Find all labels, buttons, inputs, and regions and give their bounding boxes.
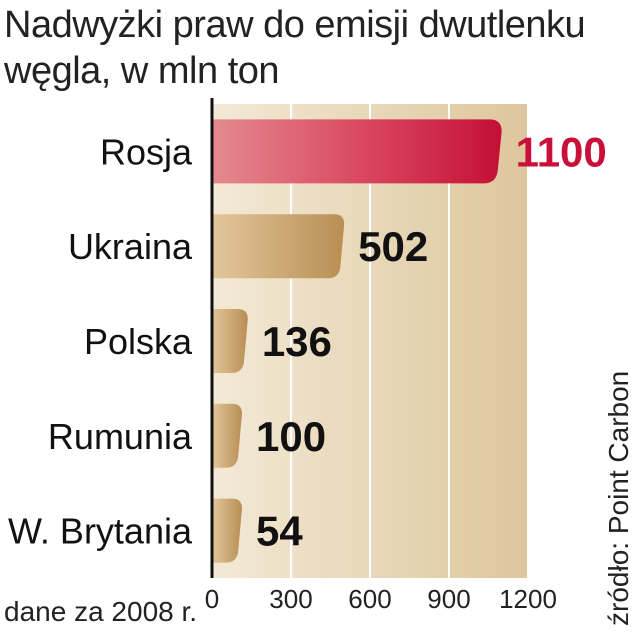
- x-tick-label: 300: [269, 584, 312, 614]
- x-tick-label: 0: [205, 584, 219, 614]
- bar-w-brytania: [212, 498, 242, 563]
- category-label: Ukraina: [68, 226, 193, 267]
- value-label: 136: [262, 318, 332, 365]
- bar-polska: [212, 309, 248, 373]
- source-note: źródło: Point Carbon: [603, 358, 634, 628]
- value-label: 1100: [516, 128, 607, 175]
- footnote: dane za 2008 r.: [4, 596, 198, 627]
- category-label: Rumunia: [48, 416, 193, 457]
- x-tick-label: 600: [348, 584, 391, 614]
- source-text: źródło: Point Carbon: [603, 370, 634, 626]
- value-label: 100: [256, 413, 326, 460]
- bars: [212, 119, 502, 563]
- category-label: W. Brytania: [8, 511, 193, 552]
- value-label: 54: [256, 508, 303, 555]
- category-label: Polska: [84, 321, 193, 362]
- category-label: Rosja: [100, 131, 193, 172]
- bar-rosja: [212, 119, 502, 184]
- value-label: 502: [358, 223, 428, 270]
- chart-title: Nadwyżki praw do emisji dwutlenku węgla,…: [4, 4, 586, 92]
- x-tick-label: 1200: [499, 584, 557, 614]
- x-tick-label: 900: [427, 584, 470, 614]
- bar-rumunia: [212, 403, 242, 468]
- bar-ukraina: [212, 214, 345, 279]
- labels: Rosja 1100 Ukraina 502 Polska 136 Rumunia 100 W.…: [8, 128, 607, 614]
